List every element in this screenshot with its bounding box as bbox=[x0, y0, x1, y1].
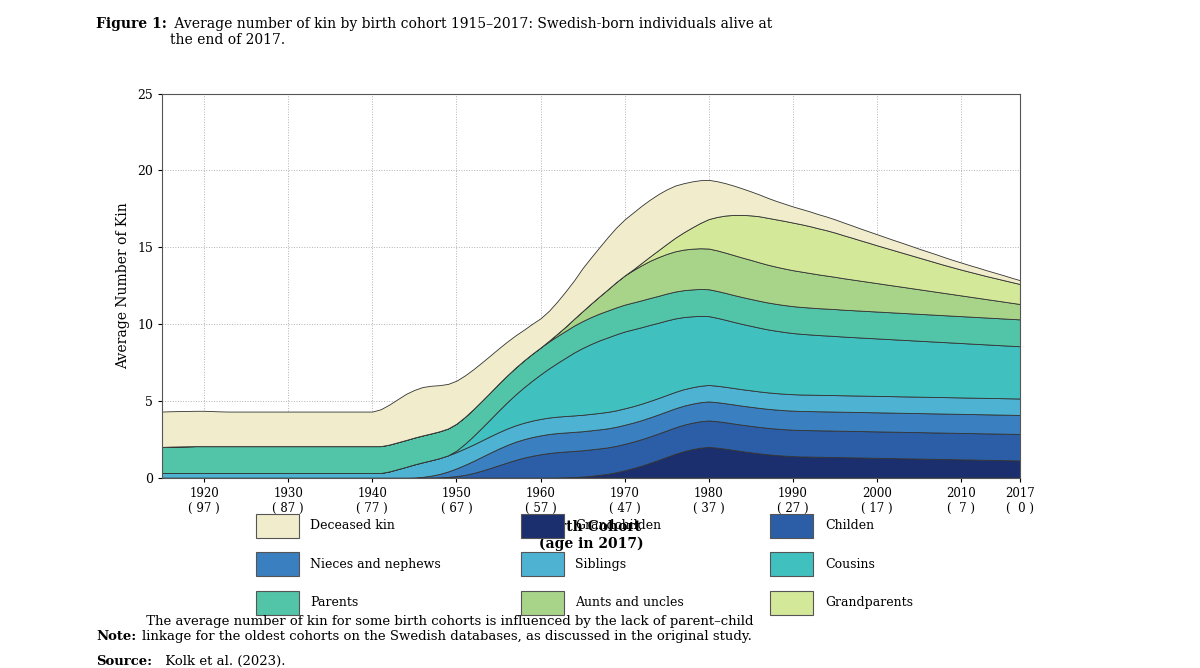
Bar bbox=[521, 514, 564, 538]
Bar bbox=[256, 552, 299, 576]
Y-axis label: Average Number of Kin: Average Number of Kin bbox=[116, 202, 130, 369]
Bar bbox=[256, 514, 299, 538]
Text: Siblings: Siblings bbox=[576, 558, 626, 571]
Bar bbox=[770, 552, 814, 576]
Text: Figure 1:: Figure 1: bbox=[96, 17, 167, 31]
Text: Nieces and nephews: Nieces and nephews bbox=[310, 558, 440, 571]
Text: The average number of kin for some birth cohorts is influenced by the lack of pa: The average number of kin for some birth… bbox=[142, 615, 754, 643]
X-axis label: Birth Cohort
(age in 2017): Birth Cohort (age in 2017) bbox=[539, 520, 643, 551]
Text: Parents: Parents bbox=[310, 597, 359, 609]
Bar bbox=[521, 552, 564, 576]
Text: Aunts and uncles: Aunts and uncles bbox=[576, 597, 684, 609]
Text: Childen: Childen bbox=[826, 520, 874, 532]
Text: Average number of kin by birth cohort 1915–2017: Swedish-born individuals alive : Average number of kin by birth cohort 19… bbox=[170, 17, 773, 47]
Text: Deceased kin: Deceased kin bbox=[310, 520, 395, 532]
Bar bbox=[770, 514, 814, 538]
Text: Note:: Note: bbox=[96, 630, 137, 643]
Bar bbox=[256, 591, 299, 615]
Bar bbox=[770, 591, 814, 615]
Text: Kolk et al. (2023).: Kolk et al. (2023). bbox=[161, 655, 286, 668]
Bar bbox=[521, 591, 564, 615]
Text: Grandparents: Grandparents bbox=[826, 597, 913, 609]
Text: Grandchilden: Grandchilden bbox=[576, 520, 661, 532]
Text: Source:: Source: bbox=[96, 655, 152, 668]
Text: Cousins: Cousins bbox=[826, 558, 875, 571]
